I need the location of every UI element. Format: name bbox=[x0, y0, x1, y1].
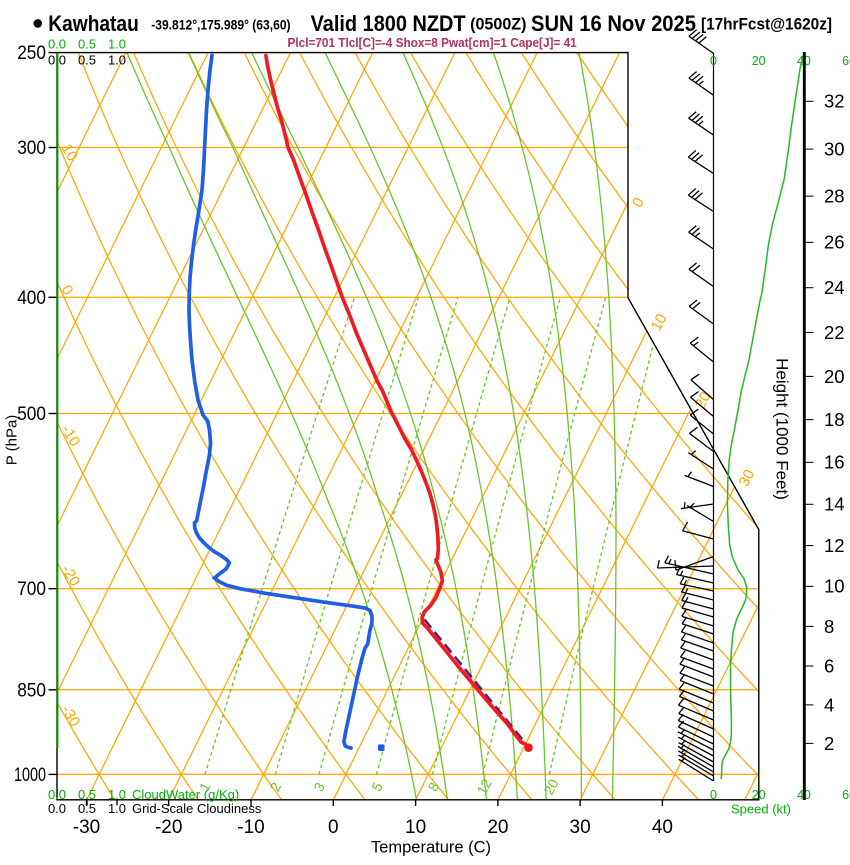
svg-text:22: 22 bbox=[824, 322, 845, 343]
svg-text:0: 0 bbox=[328, 817, 339, 838]
svg-text:0: 0 bbox=[710, 788, 717, 802]
svg-text:CloudWater (g/Kg): CloudWater (g/Kg) bbox=[132, 787, 239, 802]
svg-text:Grid-Scale Cloudiness: Grid-Scale Cloudiness bbox=[132, 801, 262, 816]
svg-text:20: 20 bbox=[487, 817, 508, 838]
svg-text:14: 14 bbox=[824, 494, 845, 515]
svg-text:60: 60 bbox=[842, 788, 850, 802]
svg-text:16: 16 bbox=[824, 452, 845, 473]
svg-text:24: 24 bbox=[824, 277, 845, 298]
svg-text:0.0: 0.0 bbox=[48, 801, 66, 816]
svg-text:18: 18 bbox=[824, 409, 845, 430]
svg-text:0.5: 0.5 bbox=[78, 37, 96, 52]
svg-text:0.5: 0.5 bbox=[78, 801, 96, 816]
svg-text:10: 10 bbox=[648, 311, 671, 334]
svg-text:20: 20 bbox=[752, 788, 766, 802]
svg-text:-39.812°,175.989° (63,60): -39.812°,175.989° (63,60) bbox=[151, 18, 290, 33]
svg-text:(0500Z): (0500Z) bbox=[470, 16, 526, 34]
svg-text:30: 30 bbox=[570, 817, 591, 838]
svg-text:20: 20 bbox=[540, 776, 562, 797]
svg-text:30: 30 bbox=[824, 139, 845, 160]
svg-text:Height (1000 Feet): Height (1000 Feet) bbox=[773, 358, 792, 500]
svg-text:250: 250 bbox=[17, 43, 46, 64]
svg-text:10: 10 bbox=[405, 817, 426, 838]
svg-text:2: 2 bbox=[824, 733, 834, 754]
svg-text:300: 300 bbox=[17, 138, 46, 159]
svg-text:20: 20 bbox=[824, 366, 845, 387]
svg-text:-20: -20 bbox=[155, 817, 182, 838]
svg-text:Valid 1800 NZDT: Valid 1800 NZDT bbox=[311, 11, 466, 36]
svg-text:26: 26 bbox=[824, 232, 845, 253]
svg-text:[17hrFcst@1620z]: [17hrFcst@1620z] bbox=[701, 16, 832, 34]
svg-text:0: 0 bbox=[710, 54, 717, 68]
svg-text:-10: -10 bbox=[237, 817, 264, 838]
svg-text:Speed (kt): Speed (kt) bbox=[731, 802, 791, 817]
svg-text:850: 850 bbox=[17, 680, 46, 701]
svg-text:0.0: 0.0 bbox=[48, 787, 66, 802]
svg-text:0.5: 0.5 bbox=[78, 787, 96, 802]
svg-text:20: 20 bbox=[752, 54, 766, 68]
svg-text:0.0: 0.0 bbox=[48, 37, 66, 52]
svg-text:P (hPa): P (hPa) bbox=[4, 415, 21, 466]
svg-text:Temperature (C): Temperature (C) bbox=[371, 839, 491, 857]
svg-text:1.0: 1.0 bbox=[108, 787, 126, 802]
svg-text:Kawhatau: Kawhatau bbox=[48, 11, 139, 36]
svg-text:-30: -30 bbox=[73, 817, 100, 838]
svg-text:0.5: 0.5 bbox=[78, 53, 96, 68]
svg-text:Plcl=701 Tlcl[C]=-4 Shox=8 Pwa: Plcl=701 Tlcl[C]=-4 Shox=8 Pwat[cm]=1 Ca… bbox=[288, 35, 577, 50]
svg-text:32: 32 bbox=[824, 91, 845, 112]
svg-text:SUN 16 Nov 2025: SUN 16 Nov 2025 bbox=[531, 11, 696, 36]
svg-text:1.0: 1.0 bbox=[108, 37, 126, 52]
svg-text:28: 28 bbox=[824, 186, 845, 207]
svg-text:400: 400 bbox=[17, 288, 46, 309]
svg-text:1000: 1000 bbox=[14, 765, 46, 786]
svg-text:12: 12 bbox=[473, 776, 495, 797]
svg-text:500: 500 bbox=[17, 404, 46, 425]
svg-text:4: 4 bbox=[824, 694, 834, 715]
svg-text:12: 12 bbox=[824, 535, 845, 556]
svg-text:60: 60 bbox=[842, 54, 850, 68]
svg-text:10: 10 bbox=[824, 576, 845, 597]
svg-text:700: 700 bbox=[17, 579, 46, 600]
svg-text:1.0: 1.0 bbox=[108, 801, 126, 816]
svg-text:6: 6 bbox=[824, 655, 834, 676]
svg-text:30: 30 bbox=[736, 467, 759, 490]
svg-text:1.0: 1.0 bbox=[108, 53, 126, 68]
svg-text:8: 8 bbox=[824, 616, 834, 637]
svg-text:40: 40 bbox=[652, 817, 673, 838]
svg-text:10: 10 bbox=[58, 141, 81, 164]
